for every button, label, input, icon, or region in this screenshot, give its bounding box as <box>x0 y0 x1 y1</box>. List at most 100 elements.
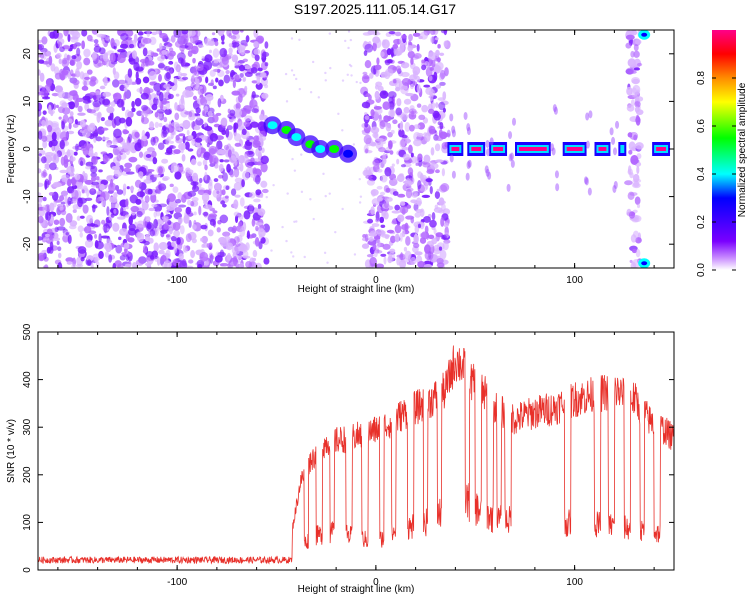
spectrogram-cell <box>161 216 169 220</box>
spectrogram-cell <box>113 128 122 139</box>
spectrogram-cell <box>172 221 181 231</box>
spectrogram-cell <box>233 167 240 178</box>
spectrogram-cell <box>383 256 387 265</box>
spectrogram-cell <box>161 49 168 55</box>
spectrogram-cell <box>112 67 116 76</box>
spectrogram-cell <box>100 179 109 186</box>
spectrogram-cell <box>391 163 395 167</box>
spectrogram-cell <box>209 69 216 77</box>
spectrogram-cell <box>186 265 194 268</box>
x-tick-label: 0 <box>373 577 379 588</box>
spectrogram-cell <box>365 175 373 180</box>
spectrogram-cell <box>241 179 245 188</box>
spectrogram-cell <box>377 85 384 92</box>
spectrogram-cell <box>364 115 370 120</box>
spectrogram-cell <box>140 92 149 100</box>
spectrogram-cell <box>63 154 68 165</box>
spectrogram-cell <box>355 80 358 84</box>
spectrogram-cell <box>155 210 161 217</box>
spectrogram-cell <box>178 253 184 261</box>
spectrogram-cell <box>166 241 172 250</box>
spectrogram-cell <box>38 156 41 164</box>
spectrogram-cell <box>256 75 261 85</box>
spectrogram-cell <box>382 39 386 46</box>
spectrogram-cell <box>166 147 173 155</box>
spectrogram-cell <box>245 242 250 251</box>
spectrogram-cell <box>59 131 69 141</box>
spectrogram-cell <box>401 229 406 238</box>
spectrogram-cell <box>255 222 264 226</box>
spectrogram-cell <box>624 180 633 186</box>
spectrogram-cell <box>420 231 429 240</box>
spectrogram-cell <box>165 209 170 215</box>
spectrogram-cell <box>435 84 442 89</box>
spectrogram-cell <box>141 112 147 116</box>
spectrogram-cell <box>135 66 144 72</box>
spectrogram-cell <box>303 255 306 259</box>
spectrogram-cell <box>61 177 67 183</box>
spectrogram-cell <box>204 164 208 171</box>
spectrogram-cell <box>112 139 118 145</box>
spectrogram-cell <box>380 174 388 183</box>
spectrogram-cell <box>396 98 402 107</box>
spectrogram-cell <box>83 48 91 58</box>
spectrogram-cell <box>298 38 301 41</box>
spectrogram-cell <box>309 91 313 94</box>
spectrogram-cell <box>401 134 408 139</box>
spectrogram-cell <box>56 226 66 231</box>
spectrogram-cell <box>180 72 188 77</box>
spectrogram-cell <box>429 67 434 71</box>
spectrogram-cell <box>212 210 218 214</box>
spectrogram-cell <box>438 101 446 111</box>
spectrogram-cell <box>61 102 68 108</box>
spectrogram-cell <box>56 240 60 245</box>
spectrogram-cell <box>633 180 640 188</box>
spectrogram-cell <box>175 134 180 141</box>
spectrogram-cell <box>206 242 212 249</box>
spectrogram-cell <box>83 143 89 149</box>
spectrogram-cell <box>104 251 110 258</box>
spectrogram-cell <box>349 38 353 42</box>
spectrogram-cell <box>438 129 443 138</box>
spectrogram-cell <box>386 48 392 56</box>
spectrogram-cell <box>62 114 69 124</box>
spectrogram-cell <box>431 211 436 221</box>
spectrogram-cell <box>67 178 72 187</box>
spectrogram-cell <box>423 84 431 88</box>
spectrogram-cell <box>609 127 614 136</box>
spectrogram-cell <box>85 214 94 225</box>
spectrogram-cell <box>142 47 148 57</box>
spectrogram-cell <box>377 232 386 237</box>
spectrogram-cell <box>156 109 165 114</box>
spectrogram-cell <box>372 132 379 138</box>
spectrogram-cell <box>222 203 227 208</box>
spectrogram-cell <box>237 45 243 54</box>
spectrogram-cell <box>38 168 42 174</box>
spectrogram-cell <box>95 136 103 142</box>
spectrogram-cell <box>634 106 640 113</box>
spectrogram-cell <box>632 84 641 95</box>
spectrogram-cell <box>326 261 329 264</box>
spectrogram-cell <box>177 57 184 64</box>
spectrogram-cell <box>188 111 193 118</box>
spectrogram-cell <box>136 210 143 218</box>
spectrogram-cell <box>38 182 44 188</box>
spectrogram-cell <box>633 134 638 141</box>
spectrogram-cell <box>216 190 220 194</box>
snr-axes: -100 0 100 0 100 200 300 400 500 <box>22 323 674 588</box>
spectrogram-cell <box>207 229 214 237</box>
spectrogram-cell <box>232 255 238 266</box>
spectrogram-cell <box>192 57 196 64</box>
spectrogram-cell <box>202 159 208 166</box>
ridge-core <box>343 149 354 158</box>
spectrogram-cell <box>391 220 398 225</box>
spectrogram-cell <box>407 167 414 176</box>
spectrogram-cell <box>245 35 250 43</box>
ridge-core <box>267 121 278 130</box>
spectrogram-cell <box>413 234 419 244</box>
spectrogram-cell <box>146 30 151 38</box>
spectrogram-cell <box>117 48 126 53</box>
spectrogram-cell <box>49 162 57 171</box>
spectrogram-cell <box>291 157 294 161</box>
